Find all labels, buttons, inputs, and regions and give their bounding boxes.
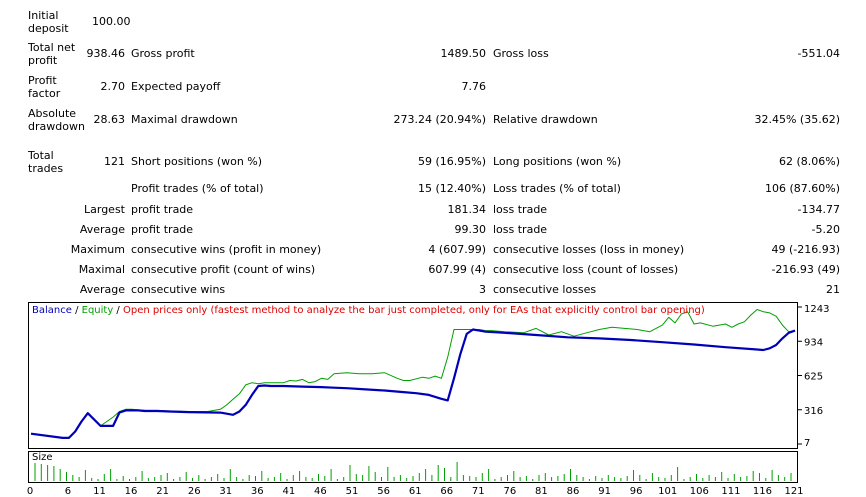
- value-gross-loss: -551.04: [797, 47, 840, 60]
- value-total-net-profit: 938.46: [86, 47, 126, 60]
- value-maximal-consecutive-profit: 607.99 (4): [428, 263, 486, 276]
- label-average-consecutive-losses: consecutive losses: [493, 283, 597, 296]
- label-initial-deposit: Initial deposit: [28, 9, 69, 35]
- value-maximal-drawdown: 273.24 (20.94%): [393, 113, 486, 126]
- label-long-positions: Long positions (won %): [493, 155, 622, 168]
- label-total-trades: Total trades: [28, 149, 64, 175]
- x-tick-label: 101: [658, 486, 677, 497]
- value-maximal-consecutive-loss: -216.93 (49): [771, 263, 840, 276]
- x-tick-label: 46: [314, 486, 327, 497]
- x-tick-label: 41: [283, 486, 296, 497]
- label-max-consecutive-losses: consecutive losses (loss in money): [493, 243, 685, 256]
- value-average-loss-trade: -5.20: [811, 223, 840, 236]
- chart-legend: Balance / Equity / Open prices only (fas…: [32, 305, 705, 316]
- x-tick-label: 0: [27, 486, 33, 497]
- label-total-net-profit: Total net profit: [28, 41, 76, 67]
- label-max-consecutive-wins: consecutive wins (profit in money): [131, 243, 322, 256]
- y-tick-label: 1243: [804, 304, 829, 315]
- label-largest-loss-trade: loss trade: [493, 203, 548, 216]
- x-tick-label: 116: [753, 486, 772, 497]
- value-max-consecutive-wins: 4 (607.99): [428, 243, 486, 256]
- label-maximal-consecutive-profit: consecutive profit (count of wins): [131, 263, 316, 276]
- x-tick-label: 11: [93, 486, 106, 497]
- value-average-profit-trade: 99.30: [454, 223, 487, 236]
- value-largest-loss-trade: -134.77: [797, 203, 840, 216]
- label-average-consecutive: Average: [79, 283, 125, 296]
- label-average-consecutive-wins: consecutive wins: [131, 283, 226, 296]
- x-tick-label: 31: [219, 486, 232, 497]
- x-tick-label: 66: [440, 486, 453, 497]
- label-profit-factor: Profit factor: [28, 74, 61, 100]
- value-average-consecutive-losses: 21: [826, 283, 840, 296]
- y-tick-label: 316: [804, 406, 823, 417]
- x-tick-label: 121: [784, 486, 803, 497]
- legend-test-mode: Open prices only (fastest method to anal…: [122, 305, 705, 316]
- label-gross-loss: Gross loss: [493, 47, 549, 60]
- x-tick-label: 26: [188, 486, 201, 497]
- value-largest-profit-trade: 181.34: [447, 203, 487, 216]
- value-max-consecutive-losses: 49 (-216.93): [771, 243, 840, 256]
- x-tick-label: 91: [598, 486, 611, 497]
- x-tick-label: 56: [377, 486, 390, 497]
- chart-plot-area: [30, 309, 796, 439]
- label-maximal-consecutive-loss: consecutive loss (count of losses): [493, 263, 679, 276]
- x-tick-label: 86: [567, 486, 580, 497]
- legend-balance: Balance: [32, 305, 72, 316]
- value-profit-factor: 2.70: [100, 80, 126, 93]
- value-gross-profit: 1489.50: [440, 47, 487, 60]
- label-absolute-drawdown: Absolute drawdown: [28, 107, 85, 133]
- value-total-trades: 121: [104, 155, 125, 168]
- label-short-positions: Short positions (won %): [131, 155, 263, 168]
- value-expected-payoff: 7.76: [461, 80, 487, 93]
- value-loss-trades: 106 (87.60%): [764, 182, 840, 195]
- label-largest: Largest: [84, 203, 125, 216]
- label-average-profit-trade: profit trade: [131, 223, 194, 236]
- x-tick-label: 36: [251, 486, 264, 497]
- x-tick-label: 111: [721, 486, 740, 497]
- value-initial-deposit: 100.00: [92, 15, 131, 28]
- x-tick-label: 51: [346, 486, 359, 497]
- value-long-positions: 62 (8.06%): [778, 155, 840, 168]
- chart-x-axis: 0 6 11 16 21 26 31 36 41 46 51 56 61 66 71 76 81 86 91 96 10…: [27, 484, 804, 497]
- label-maximal-drawdown: Maximal drawdown: [131, 113, 238, 126]
- value-profit-trades: 15 (12.40%): [417, 182, 486, 195]
- y-tick-label: 7: [804, 438, 810, 449]
- balance-series-line: [30, 328, 796, 439]
- y-tick-label: 625: [804, 372, 823, 383]
- label-relative-drawdown: Relative drawdown: [493, 113, 598, 126]
- legend-equity: Equity: [81, 305, 114, 316]
- label-expected-payoff: Expected payoff: [131, 80, 221, 93]
- equity-series-line: [30, 309, 796, 439]
- label-maximal: Maximal: [78, 263, 125, 276]
- chart-y-axis: 1243 934 625 316 7: [798, 302, 866, 449]
- y-tick-label: 934: [804, 337, 823, 348]
- legend-separator: /: [71, 305, 82, 316]
- label-average-loss-trade: loss trade: [493, 223, 548, 236]
- size-label: Size: [32, 452, 53, 463]
- value-short-positions: 59 (16.95%): [417, 155, 486, 168]
- label-average: Average: [79, 223, 125, 236]
- label-gross-profit: Gross profit: [131, 47, 195, 60]
- legend-separator: /: [113, 305, 123, 316]
- x-tick-label: 71: [472, 486, 485, 497]
- value-relative-drawdown: 32.45% (35.62): [754, 113, 840, 126]
- label-loss-trades: Loss trades (% of total): [493, 182, 621, 195]
- x-tick-label: 16: [125, 486, 138, 497]
- size-histogram: Size: [28, 451, 798, 483]
- x-tick-label: 76: [504, 486, 517, 497]
- label-profit-trades: Profit trades (% of total): [131, 182, 264, 195]
- size-plot-area: [34, 462, 792, 481]
- x-tick-label: 96: [630, 486, 643, 497]
- balance-equity-chart: Balance / Equity / Open prices only (fas…: [28, 302, 798, 449]
- x-tick-label: 21: [156, 486, 169, 497]
- label-maximum: Maximum: [70, 243, 125, 256]
- x-tick-label: 106: [690, 486, 709, 497]
- value-average-consecutive-wins: 3: [479, 283, 486, 296]
- x-tick-label: 61: [409, 486, 422, 497]
- x-tick-label: 6: [65, 486, 71, 497]
- label-largest-profit-trade: profit trade: [131, 203, 194, 216]
- x-tick-label: 81: [535, 486, 548, 497]
- value-absolute-drawdown: 28.63: [93, 113, 126, 126]
